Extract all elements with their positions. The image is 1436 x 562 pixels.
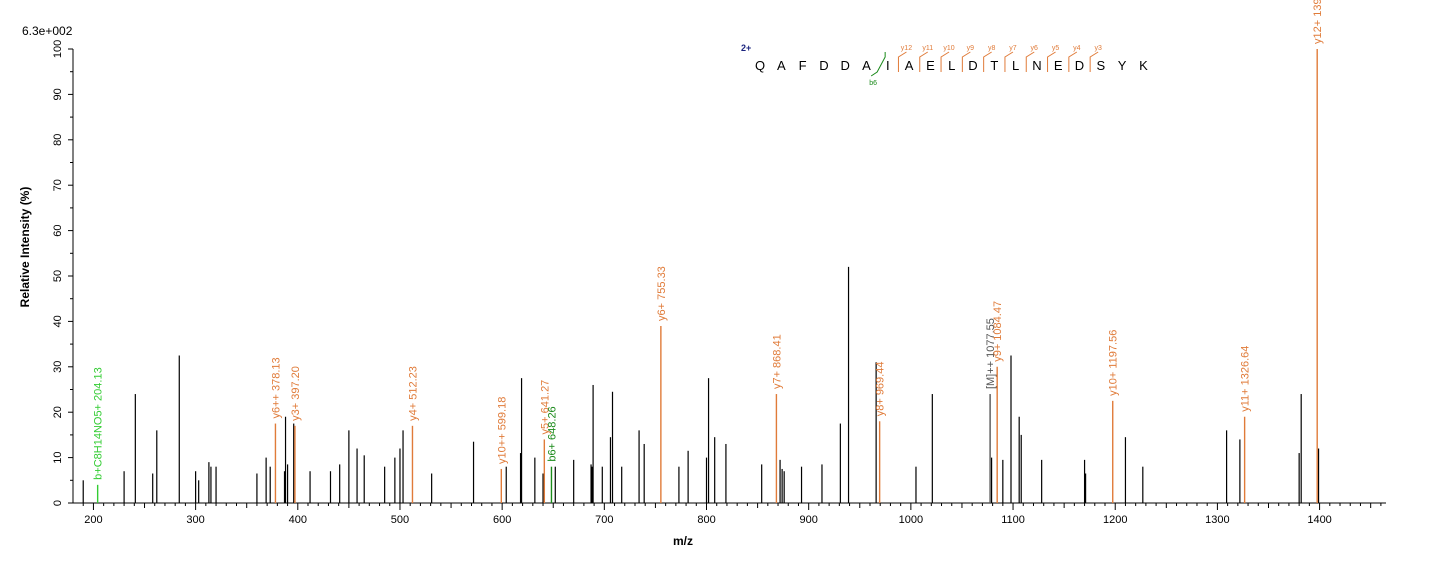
y-ion-mark <box>1068 51 1078 72</box>
y-ion-mark-label: y11 <box>922 45 933 52</box>
y-ion-mark-label: y10 <box>943 45 954 52</box>
peak-label: [M]++ 1077.55 <box>985 318 997 389</box>
y-tick-label: 0 <box>52 500 64 506</box>
peak-label: y6+ 755.33 <box>656 266 668 321</box>
y-ion-mark-label: y9 <box>967 45 975 52</box>
y-tick-label: 100 <box>52 40 64 58</box>
x-tick-label: 500 <box>391 514 409 526</box>
x-tick-label: 800 <box>697 514 715 526</box>
y-ion-mark <box>1025 51 1035 72</box>
peak-label: y10+ 1197.56 <box>1108 330 1120 396</box>
y-ion-mark <box>919 51 929 72</box>
sequence-residue: E <box>1054 58 1063 73</box>
y-tick-label: 40 <box>52 315 64 327</box>
x-tick-label: 1000 <box>899 514 923 526</box>
y-ion-mark-label: y4 <box>1073 45 1081 52</box>
y-ion-mark <box>1047 51 1056 72</box>
y-axis-label: Relative Intensity (%) <box>18 187 32 308</box>
precursor-charge: 2+ <box>741 43 751 53</box>
sequence-residue: D <box>1075 58 1084 73</box>
peak-label: y4+ 512.23 <box>407 366 419 421</box>
peak-label: y5+ 641.27 <box>539 380 551 435</box>
peak-label: y8+ 969.44 <box>875 362 887 417</box>
sequence-residue: T <box>990 58 998 73</box>
x-tick-label: 1300 <box>1205 514 1229 526</box>
y-tick-label: 30 <box>52 361 64 373</box>
b-ion-mark <box>870 52 886 77</box>
sequence-residue: D <box>968 58 977 73</box>
y-ion-mark <box>983 51 992 72</box>
sequence-residue: E <box>926 58 935 73</box>
sequence-residue: D <box>841 58 850 73</box>
peak-label: b+C8H14NO5+ 204.13 <box>93 367 105 480</box>
sequence-residue: F <box>799 58 807 73</box>
peak-label: y9+ 1084.47 <box>992 301 1004 362</box>
peak-label: y7+ 868.41 <box>771 334 783 389</box>
y-ion-mark-label: y12 <box>901 45 912 52</box>
sequence-fragment-marks: y12 y11 y10 y9 y8 y7 y6 y5 y4 y3 b6 <box>869 45 1102 87</box>
y-ion-mark <box>961 51 971 72</box>
sequence-residue: N <box>1032 58 1041 73</box>
sequence-residue: D <box>819 58 828 73</box>
x-tick-label: 1400 <box>1307 514 1331 526</box>
x-tick-label: 600 <box>493 514 511 526</box>
y-axis: 0 10 20 30 40 50 60 70 80 90 100 <box>52 40 74 506</box>
y-ion-mark-label: y3 <box>1094 45 1102 52</box>
y-ion-mark <box>1089 51 1099 72</box>
x-axis-label: m/z <box>673 534 693 548</box>
peak-label: y3+ 397.20 <box>290 366 302 421</box>
sequence-residue: I <box>886 58 890 73</box>
peak-label: y12+ 1397.66 <box>1312 0 1324 44</box>
annotated-peaks: b+C8H14NO5+ 204.13 y6++ 378.13 y3+ 397.20 y… <box>93 0 1324 503</box>
y-ion-mark-label: y8 <box>988 45 996 52</box>
y-tick-label: 90 <box>52 88 64 100</box>
y-tick-label: 80 <box>52 134 64 146</box>
x-tick-label: 200 <box>84 514 102 526</box>
y-ion-mark-label: y6 <box>1031 45 1039 52</box>
x-tick-label: 700 <box>595 514 613 526</box>
y-tick-label: 10 <box>52 451 64 463</box>
peak-label: b6+ 648.26 <box>546 406 558 461</box>
x-tick-label: 900 <box>800 514 818 526</box>
y-ion-mark-label: y5 <box>1052 45 1060 52</box>
y-ion-mark <box>1004 51 1014 72</box>
sequence-residue: S <box>1096 58 1105 73</box>
max-intensity-label: 6.3e+002 <box>22 24 73 38</box>
x-tick-label: 300 <box>186 514 204 526</box>
peak-label: y10++ 599.18 <box>496 397 508 464</box>
peak-label: y11+ 1326.64 <box>1240 346 1252 412</box>
sequence-residue: L <box>1012 58 1019 73</box>
x-tick-label: 1100 <box>1001 514 1025 526</box>
x-tick-label: 400 <box>289 514 307 526</box>
sequence-residue: L <box>948 58 955 73</box>
y-ion-mark-label: y7 <box>1009 45 1017 52</box>
sequence-residue: A <box>862 58 871 73</box>
x-tick-label: 1200 <box>1103 514 1127 526</box>
y-ion-mark <box>940 51 950 72</box>
peak-label: y6++ 378.13 <box>270 357 282 418</box>
sequence-residue: A <box>777 58 786 73</box>
y-ion-mark <box>897 51 907 72</box>
y-tick-label: 70 <box>52 179 64 191</box>
sequence-residue: Y <box>1118 58 1127 73</box>
y-tick-label: 20 <box>52 406 64 418</box>
sequence-residue: K <box>1139 58 1148 73</box>
sequence-residue: Q <box>755 58 765 73</box>
y-ticks: 0 10 20 30 40 50 60 70 80 90 100 <box>52 40 73 506</box>
x-axis: 200 300 400 500 600 700 800 900 1000 1100 1200 1300… <box>73 502 1386 526</box>
b-ion-mark-label: b6 <box>869 80 877 87</box>
x-ticks: 200 300 400 500 600 700 800 900 1000 1100 1200 1300… <box>82 503 1382 526</box>
y-tick-label: 60 <box>52 224 64 236</box>
unmatched-peaks <box>82 266 1320 503</box>
y-tick-label: 50 <box>52 270 64 282</box>
sequence-residue: A <box>905 58 914 73</box>
